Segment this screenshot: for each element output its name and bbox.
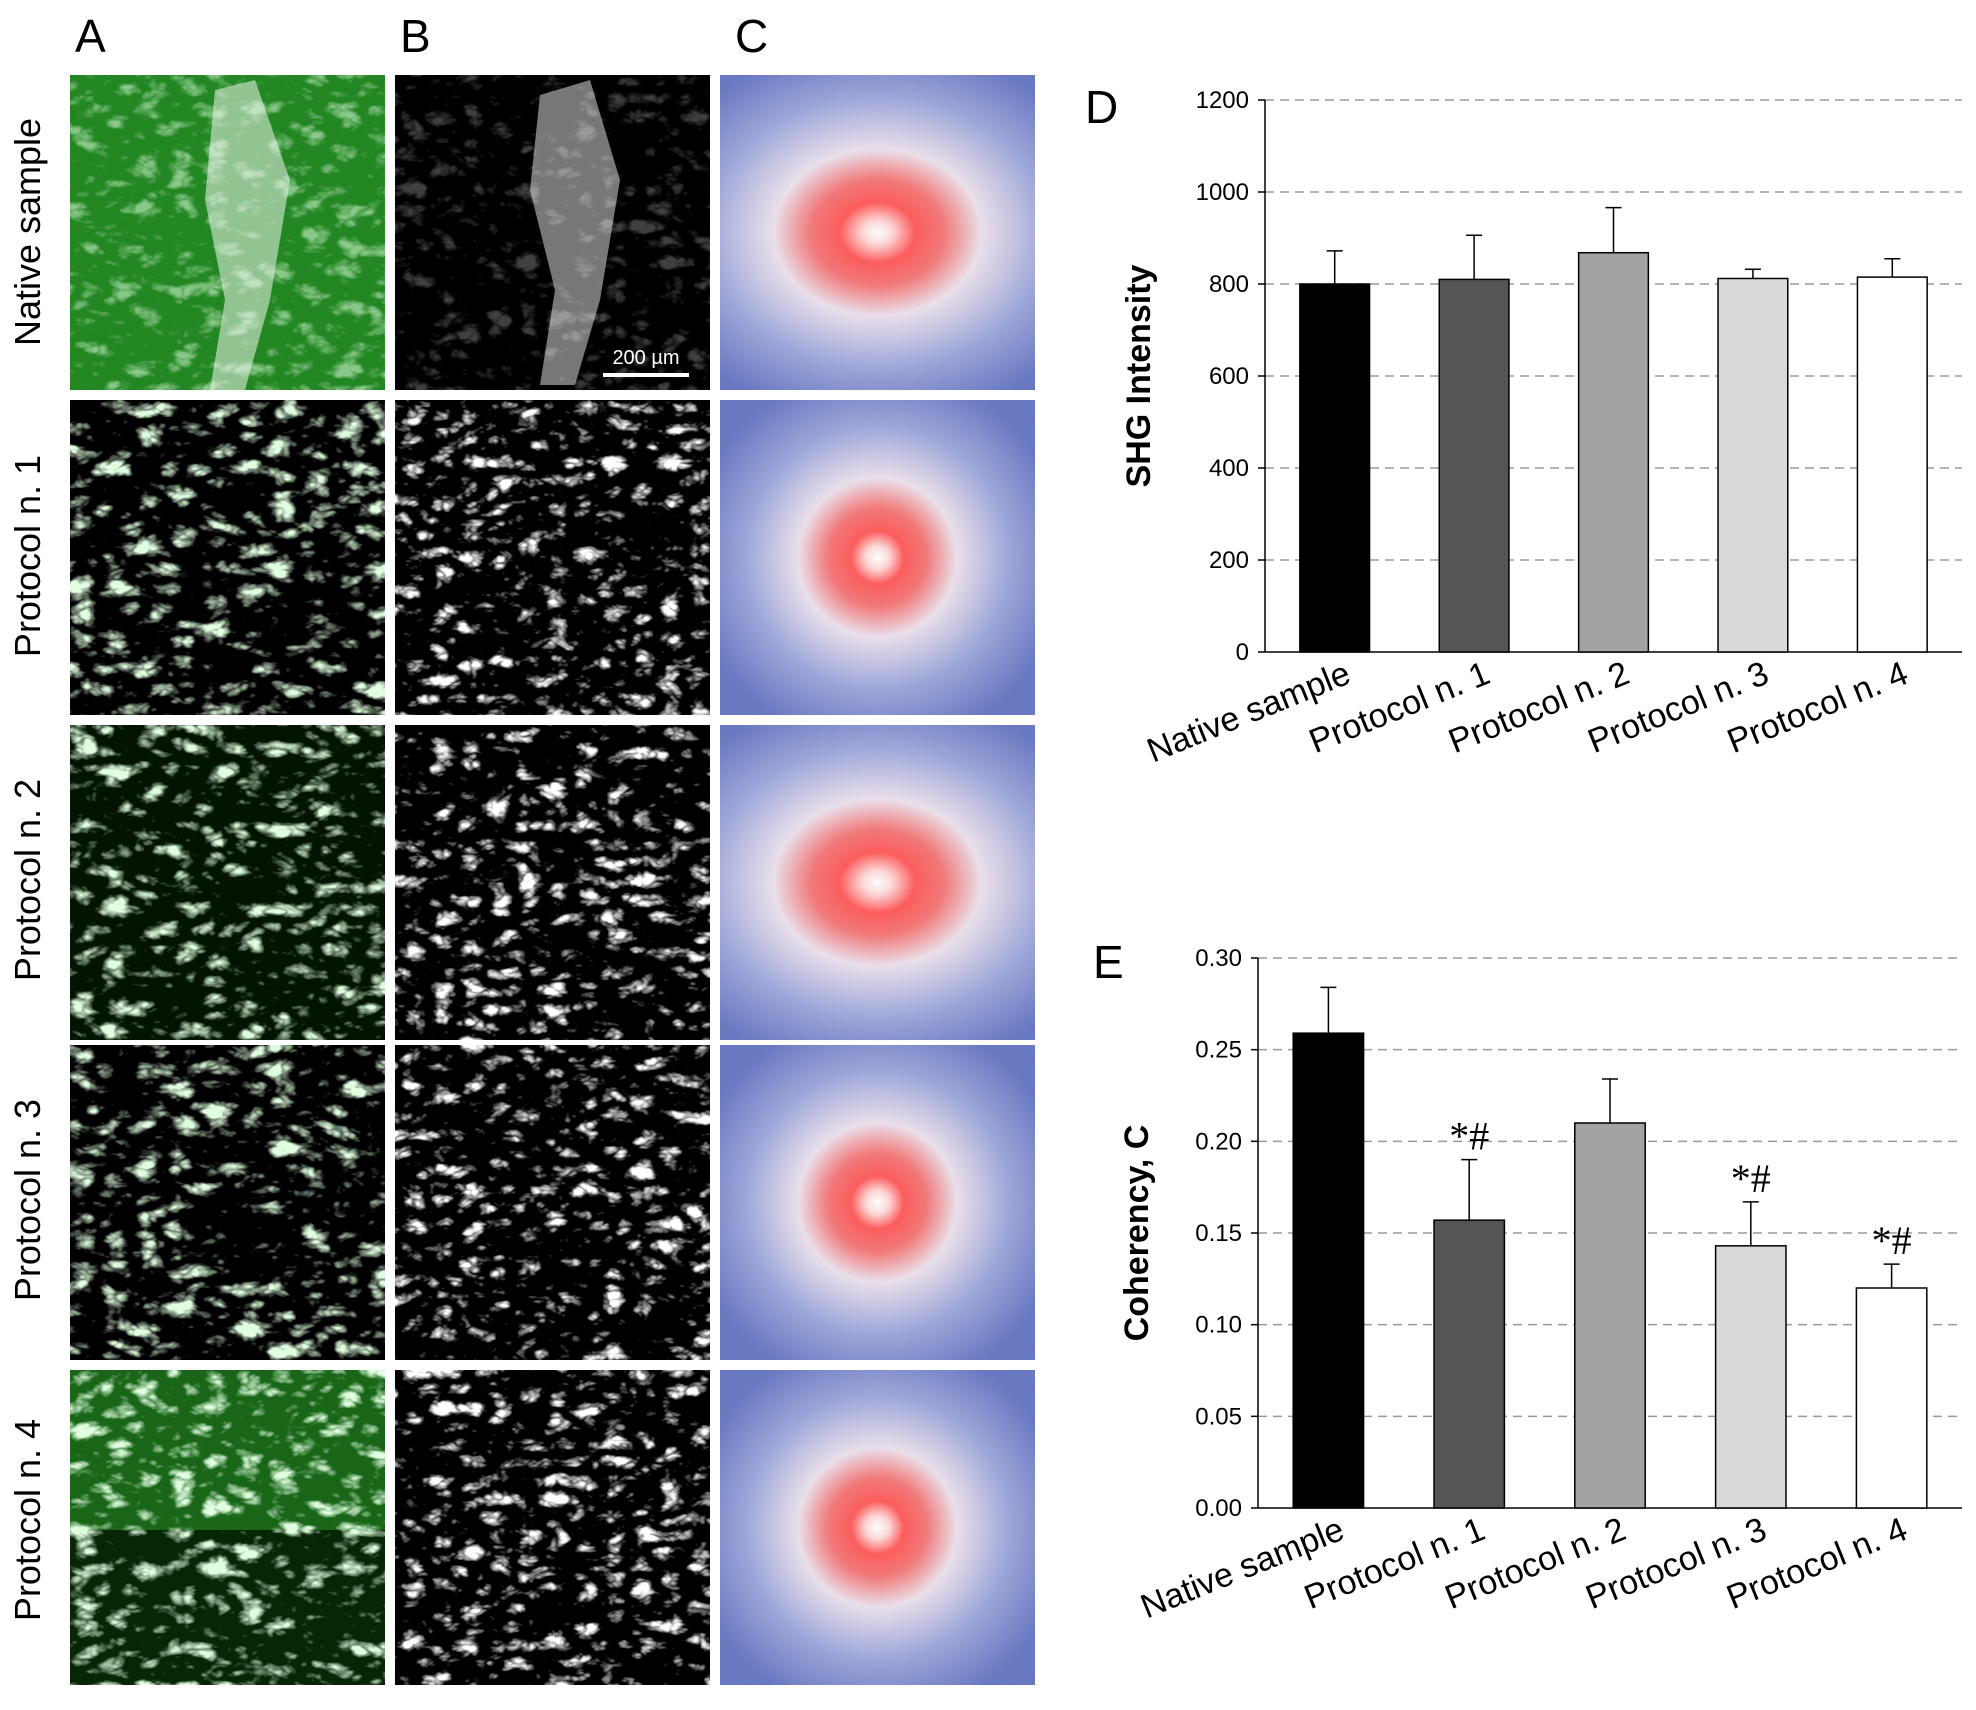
bar-3 bbox=[1577, 251, 1650, 653]
image-b-protocol-1 bbox=[395, 400, 710, 715]
y-tick-label: 0.00 bbox=[1195, 1495, 1242, 1522]
y-tick-label: 0.30 bbox=[1195, 945, 1242, 972]
image-c-protocol-4 bbox=[720, 1370, 1035, 1685]
image-c-protocol-3 bbox=[720, 1045, 1035, 1360]
bar-5 bbox=[1856, 276, 1928, 653]
significance-marker: *# bbox=[1731, 1156, 1771, 1201]
image-a-protocol-3 bbox=[70, 1045, 385, 1360]
bar-3 bbox=[1574, 1122, 1646, 1509]
panel-letter-d: D bbox=[1085, 81, 1118, 133]
bar-4 bbox=[1717, 277, 1789, 653]
image-c-protocol-1 bbox=[720, 400, 1035, 715]
image-a-protocol-4 bbox=[70, 1370, 385, 1685]
y-tick-label: 0.25 bbox=[1195, 1037, 1242, 1064]
image-c-protocol-2 bbox=[720, 725, 1035, 1040]
bar-2 bbox=[1438, 278, 1510, 653]
bar-4 bbox=[1714, 1245, 1787, 1509]
y-tick-label: 0.05 bbox=[1195, 1403, 1242, 1430]
row-label-protocol-4: Protocol n. 4 bbox=[7, 1419, 48, 1621]
image-a-native bbox=[70, 75, 385, 390]
chart-e-coherency: 0.00 0.05 0.10 0.15 0.20 0.25 0.30 Coherency, C… bbox=[1118, 945, 1962, 1626]
y-tick-label: 0.10 bbox=[1195, 1312, 1242, 1339]
row-label-protocol-1: Protocol n. 1 bbox=[7, 455, 48, 657]
image-b-native: 200 µm bbox=[395, 75, 710, 390]
image-a-protocol-2 bbox=[70, 725, 385, 1040]
y-tick-label: 1000 bbox=[1196, 179, 1249, 206]
scale-bar bbox=[603, 373, 689, 377]
y-tick-label: 0.20 bbox=[1195, 1128, 1242, 1155]
significance-marker: *# bbox=[1449, 1114, 1489, 1159]
y-tick-label: 0 bbox=[1236, 639, 1249, 666]
bar-1 bbox=[1299, 283, 1371, 653]
y-tick-label: 1200 bbox=[1196, 87, 1249, 114]
y-tick-label: 400 bbox=[1209, 455, 1249, 482]
y-tick-label: 0.15 bbox=[1195, 1220, 1242, 1247]
bar-2 bbox=[1433, 1219, 1506, 1509]
panel-letter-a: A bbox=[75, 10, 106, 62]
significance-marker: *# bbox=[1872, 1218, 1912, 1263]
row-label-protocol-3: Protocol n. 3 bbox=[7, 1099, 48, 1301]
y-axis-title: SHG Intensity bbox=[1120, 264, 1158, 487]
panel-letter-e: E bbox=[1093, 936, 1124, 988]
row-label-protocol-2: Protocol n. 2 bbox=[7, 779, 48, 981]
y-tick-label: 800 bbox=[1209, 271, 1249, 298]
bar-1 bbox=[1292, 1032, 1365, 1509]
image-b-protocol-2 bbox=[395, 725, 710, 1040]
image-a-protocol-1 bbox=[70, 400, 385, 715]
y-tick-label: 200 bbox=[1209, 547, 1249, 574]
bar-5 bbox=[1855, 1287, 1928, 1509]
image-grid: 200 µm bbox=[70, 75, 1035, 1685]
y-tick-label: 600 bbox=[1209, 363, 1249, 390]
y-axis-title: Coherency, C bbox=[1118, 1125, 1156, 1342]
panel-letter-b: B bbox=[400, 10, 431, 62]
panel-letter-c: C bbox=[735, 10, 768, 62]
scale-bar-label: 200 µm bbox=[612, 347, 679, 369]
row-label-native: Native sample bbox=[7, 118, 48, 346]
image-c-native bbox=[720, 75, 1035, 390]
image-b-protocol-4 bbox=[395, 1370, 710, 1685]
image-b-protocol-3 bbox=[395, 1045, 710, 1360]
